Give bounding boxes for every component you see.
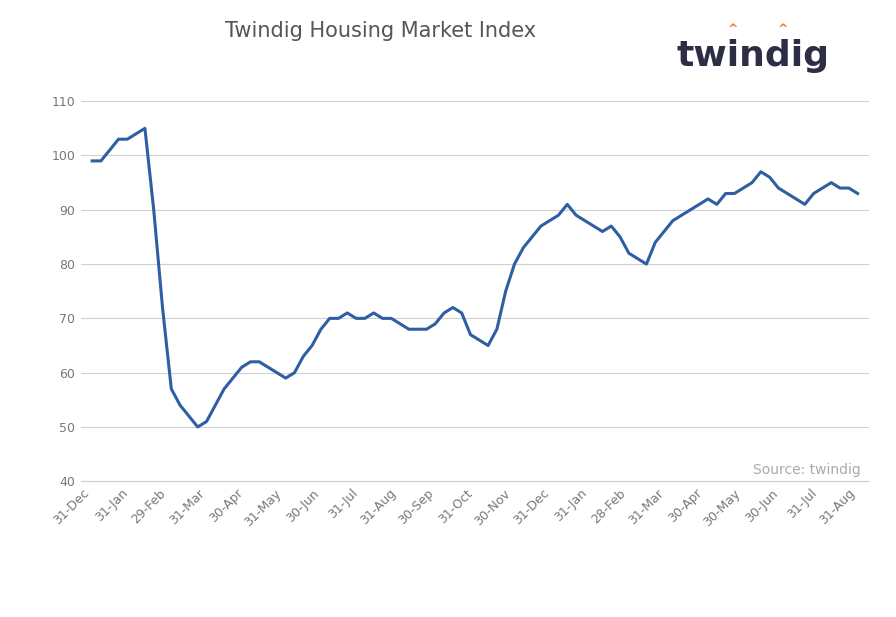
Text: ^: ^ bbox=[778, 23, 788, 36]
Text: ^: ^ bbox=[728, 23, 738, 36]
Text: twindig: twindig bbox=[676, 38, 829, 73]
Text: Source: twindig: Source: twindig bbox=[754, 463, 861, 477]
Text: Twindig Housing Market Index: Twindig Housing Market Index bbox=[225, 22, 536, 41]
